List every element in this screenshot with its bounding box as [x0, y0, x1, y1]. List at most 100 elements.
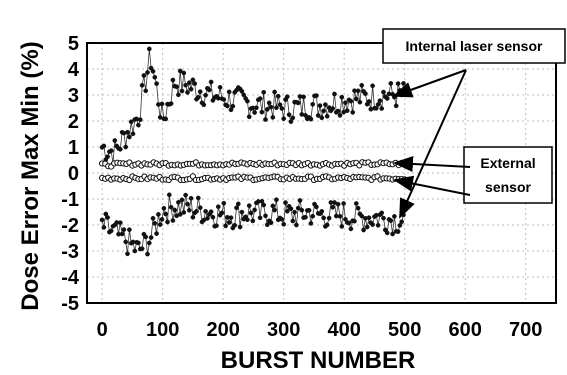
data-point-max [261, 89, 267, 95]
data-point-min [210, 214, 216, 220]
data-point-max [186, 80, 192, 86]
data-point-max [206, 87, 212, 93]
data-point-min [335, 201, 341, 207]
data-point-min [324, 222, 330, 228]
data-point-min [263, 213, 268, 219]
y-tick-label: -4 [61, 267, 80, 289]
data-point-max [357, 99, 363, 105]
data-point-min [219, 210, 225, 216]
data-point-max [146, 46, 152, 52]
data-point-max [203, 92, 208, 98]
data-point-max [263, 117, 268, 122]
data-point-min [237, 224, 243, 230]
data-point-min [195, 195, 201, 201]
data-point-min [395, 229, 401, 234]
data-point-min [274, 197, 279, 203]
data-point-max [188, 86, 194, 92]
data-point-max [197, 89, 203, 95]
data-point-max [330, 106, 336, 111]
annotation-external-label-line2: sensor [485, 179, 531, 195]
data-point-max [335, 108, 341, 114]
data-point-max [259, 109, 265, 115]
arrow-internal-to-max [392, 69, 467, 98]
y-tick-label: -2 [61, 215, 79, 237]
data-point-min [352, 218, 357, 224]
y-tick-label: 2 [68, 111, 79, 133]
x-tick-label: 500 [388, 319, 421, 341]
data-point-min [279, 216, 285, 222]
data-point-min [185, 201, 190, 207]
data-point-min [272, 207, 277, 213]
x-tick-label: 300 [267, 319, 300, 341]
data-point-max [373, 105, 379, 111]
data-point-max [317, 103, 323, 108]
data-point-max [254, 105, 259, 111]
data-point-min [239, 209, 245, 215]
data-point-max [208, 79, 214, 85]
data-point-min [232, 222, 238, 228]
tick-labels: 0 100 200 300 400 500 600 700 5 4 3 2 1 0 -1 -2 -3 -4 -5 [61, 33, 542, 341]
data-point-min [294, 222, 299, 228]
data-point-max [159, 101, 165, 107]
data-point-max [168, 101, 174, 106]
data-point-min [392, 214, 397, 219]
annotation-internal: Internal laser sensor [382, 28, 566, 219]
data-point-max [319, 115, 325, 121]
data-point-max [308, 116, 314, 122]
data-point-min [314, 204, 319, 210]
data-point-min [375, 222, 381, 228]
data-point-max [163, 116, 169, 122]
data-point-min [190, 214, 196, 220]
y-tick-label: 0 [68, 163, 79, 185]
data-point-min [152, 221, 158, 226]
data-point-min [248, 210, 254, 216]
data-point-min [399, 219, 405, 225]
data-point-max [268, 104, 274, 110]
data-point-min [348, 226, 354, 232]
data-point-min [330, 204, 336, 210]
data-point-min [221, 200, 227, 206]
data-point-max [284, 94, 290, 100]
data-point-max [348, 98, 354, 104]
data-point-min [284, 208, 290, 214]
data-point-max [314, 93, 319, 98]
data-point-min [108, 228, 114, 234]
data-point-min [150, 215, 156, 221]
data-point-min [117, 220, 123, 226]
data-point-min [123, 239, 129, 245]
data-point-max [101, 143, 107, 149]
y-tick-label: 4 [68, 59, 80, 81]
data-point-max [363, 91, 368, 96]
data-point-min [261, 202, 267, 208]
data-point-min [127, 227, 132, 233]
data-point-max [112, 138, 118, 143]
data-point-min [159, 217, 165, 222]
data-point-min [235, 201, 241, 207]
data-point-max [381, 89, 386, 95]
data-point-min [234, 205, 239, 211]
data-point-min [295, 205, 301, 211]
data-point-max [252, 110, 257, 115]
data-point-min [226, 220, 232, 225]
data-point-max [279, 106, 285, 111]
data-point-max [275, 93, 281, 99]
x-axis-title: BURST NUMBER [221, 347, 416, 374]
data-point-min [145, 251, 150, 257]
data-point-min [259, 198, 265, 204]
data-point-min [223, 223, 228, 229]
data-point-max [181, 70, 187, 76]
data-point-max [139, 82, 145, 88]
data-point-min [355, 205, 361, 211]
y-tick-label: 5 [68, 33, 79, 55]
data-point-min [384, 230, 390, 236]
data-point-min [341, 201, 346, 206]
data-point-max [344, 108, 350, 114]
data-point-min [177, 212, 183, 217]
data-point-min [125, 251, 130, 257]
data-point-min [264, 222, 270, 228]
arrow-external-to-min [393, 175, 471, 196]
data-point-min [250, 218, 256, 224]
annotation-external: External sensor [393, 146, 553, 204]
data-point-min [105, 215, 110, 220]
data-point-max [141, 73, 147, 78]
